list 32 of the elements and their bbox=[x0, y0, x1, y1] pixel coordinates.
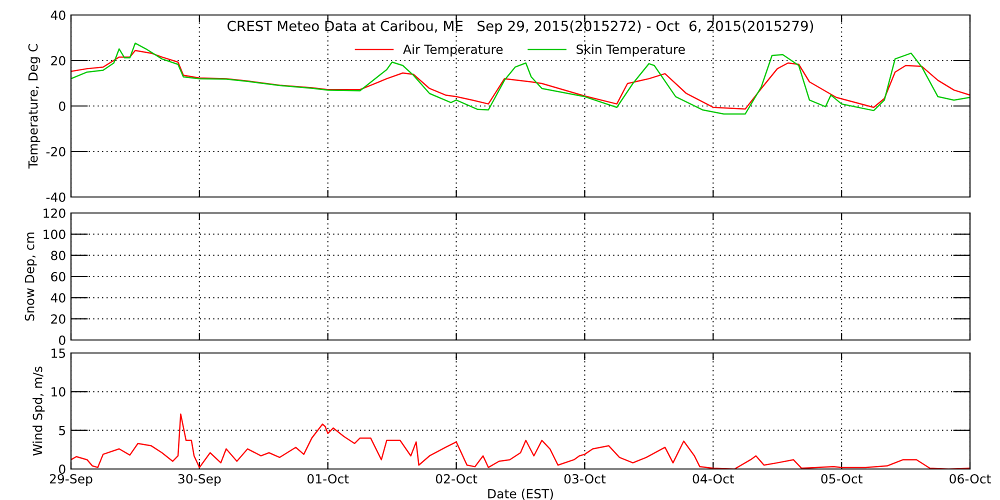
chart-title: CREST Meteo Data at Caribou, ME Sep 29, 2015(2015272) - Oct 6, 2015(2015279) bbox=[228, 20, 814, 34]
x-tick-label: 02-Oct bbox=[436, 474, 478, 484]
x-tick-label: 03-Oct bbox=[564, 474, 606, 484]
x-axis-title: Date (EST) bbox=[488, 488, 553, 500]
y-tick-label: 10 bbox=[52, 387, 66, 397]
y-tick-label: 5 bbox=[59, 426, 66, 436]
y-axis-title: Snow Dep, cm bbox=[24, 232, 37, 321]
y-tick-label: 20 bbox=[51, 56, 66, 66]
y-tick-label: 0 bbox=[59, 335, 66, 345]
y-tick-label: 40 bbox=[50, 293, 66, 303]
y-tick-label: 0 bbox=[59, 464, 66, 474]
line-series bbox=[71, 42, 970, 115]
y-tick-label: 120 bbox=[44, 208, 66, 218]
y-tick-label: -40 bbox=[46, 192, 66, 202]
y-tick-label: 0 bbox=[59, 101, 66, 111]
legend-label: Air Temperature bbox=[403, 44, 503, 56]
y-tick-label: 15 bbox=[52, 348, 66, 358]
y-tick-label: -20 bbox=[46, 146, 66, 156]
x-tick-label: 01-Oct bbox=[307, 474, 349, 484]
x-tick-label: 05-Oct bbox=[821, 474, 862, 484]
y-tick-label: 100 bbox=[44, 230, 66, 240]
y-axis-title: Temperature, Deg C bbox=[28, 44, 40, 169]
y-tick-label: 20 bbox=[51, 314, 66, 324]
legend-label: Skin Temperature bbox=[576, 44, 685, 56]
y-axis-title: Wind Spd, m/s bbox=[32, 366, 45, 456]
y-tick-label: 80 bbox=[51, 250, 66, 260]
x-tick-label: 29-Sep bbox=[50, 474, 92, 486]
x-tick-label: 30-Sep bbox=[178, 474, 221, 486]
x-tick-label: 04-Oct bbox=[692, 474, 734, 484]
y-tick-label: 40 bbox=[50, 10, 66, 20]
y-tick-label: 60 bbox=[51, 272, 66, 282]
x-tick-label: 06-Oct bbox=[950, 474, 991, 484]
